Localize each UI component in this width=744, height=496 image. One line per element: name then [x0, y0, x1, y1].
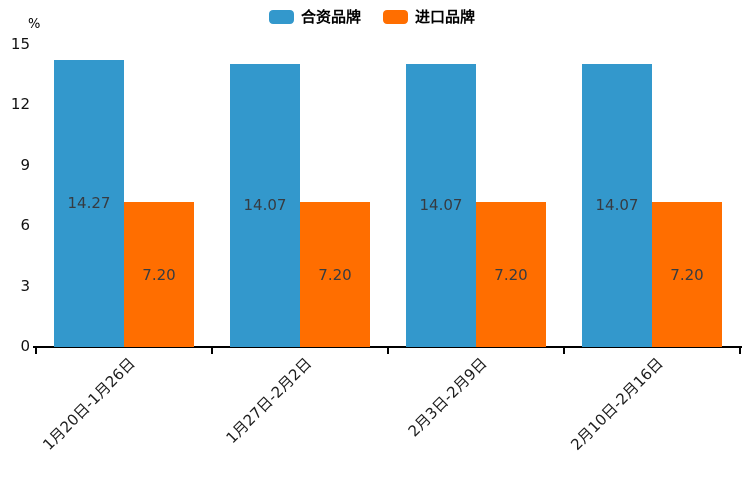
- bar-value-label: 7.20: [670, 265, 704, 284]
- y-axis-tick-label: 3: [20, 276, 30, 295]
- bar-value-label: 14.27: [67, 194, 111, 213]
- bar-value-label: 7.20: [142, 265, 176, 284]
- bar-value-label: 7.20: [494, 265, 528, 284]
- y-axis-unit-label: %: [28, 17, 41, 32]
- bar-series0-group2: [406, 63, 476, 347]
- x-axis-category-label: 2月10日-2月16日: [567, 354, 668, 454]
- x-axis-tick: [387, 348, 389, 354]
- x-axis-category-label: 2月3日-2月9日: [405, 354, 492, 441]
- bar-value-label: 14.07: [243, 196, 287, 215]
- bar-value-label: 14.07: [419, 196, 463, 215]
- bar-series0-group1: [230, 63, 300, 347]
- bar-series1-group2: [476, 202, 546, 347]
- legend: 合资品牌 进口品牌: [0, 6, 744, 28]
- bar-value-label: 7.20: [318, 265, 352, 284]
- bar-series0-group3: [582, 63, 652, 347]
- bar-series1-group1: [300, 202, 370, 347]
- x-axis-tick: [35, 348, 37, 354]
- bar-series1-group3: [652, 202, 722, 347]
- y-axis-tick-label: 0: [20, 337, 30, 355]
- y-axis-tick-label: 15: [10, 35, 30, 53]
- legend-item-imported-brands[interactable]: 进口品牌: [383, 7, 476, 26]
- legend-swatch-orange-icon: [383, 10, 408, 24]
- legend-label: 进口品牌: [415, 7, 476, 26]
- legend-label: 合资品牌: [300, 7, 361, 26]
- legend-swatch-blue-icon: [268, 10, 294, 24]
- bar-series0-group0: [54, 59, 124, 347]
- y-axis-tick-label: 12: [10, 95, 30, 114]
- x-axis-tick: [739, 348, 741, 354]
- x-axis-category-label: 1月27日-2月2日: [222, 354, 316, 448]
- bar-value-label: 14.07: [595, 196, 639, 215]
- x-axis-tick: [211, 348, 213, 354]
- x-axis-tick: [563, 348, 565, 354]
- bar-series1-group0: [124, 202, 194, 347]
- legend-item-joint-venture-brands[interactable]: 合资品牌: [268, 7, 361, 26]
- y-axis-tick-label: 6: [20, 216, 30, 235]
- x-axis-category-label: 1月20日-1月26日: [39, 354, 140, 454]
- x-axis-line: [33, 346, 742, 348]
- y-axis-tick-label: 9: [20, 155, 30, 174]
